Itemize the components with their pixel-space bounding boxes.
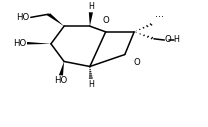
Text: HO: HO bbox=[16, 13, 30, 22]
Text: H: H bbox=[88, 2, 94, 11]
Text: H: H bbox=[88, 80, 94, 89]
Text: H: H bbox=[173, 35, 179, 44]
Polygon shape bbox=[59, 61, 64, 76]
Polygon shape bbox=[27, 42, 51, 44]
Polygon shape bbox=[47, 13, 64, 26]
Text: O: O bbox=[133, 58, 140, 67]
Polygon shape bbox=[89, 12, 93, 26]
Text: O: O bbox=[103, 15, 109, 25]
Text: HO: HO bbox=[54, 76, 68, 85]
Text: O: O bbox=[165, 35, 172, 44]
Text: ···: ··· bbox=[155, 12, 163, 22]
Text: HO: HO bbox=[13, 39, 26, 48]
